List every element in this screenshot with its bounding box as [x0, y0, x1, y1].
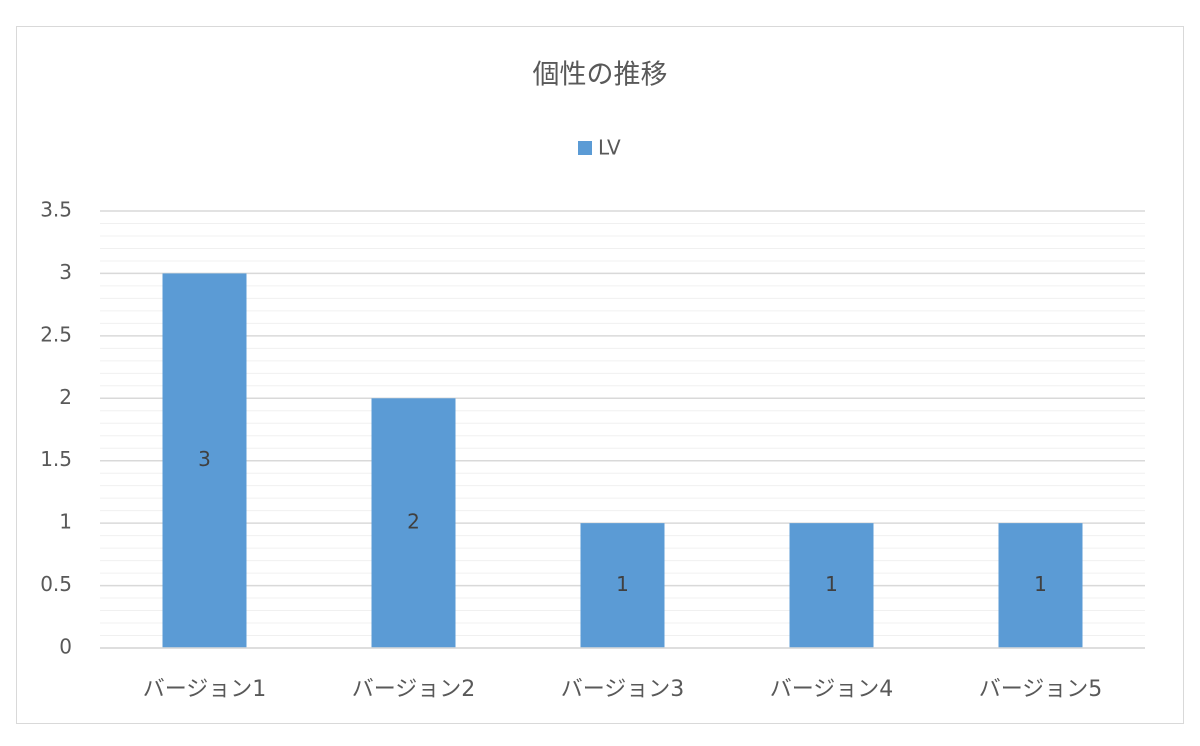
legend-swatch [578, 141, 592, 155]
bar [789, 523, 874, 648]
bar [580, 523, 665, 648]
data-label: 1 [1034, 572, 1047, 596]
y-tick-label: 1.5 [40, 447, 72, 471]
x-tick-label: バージョン4 [770, 677, 894, 702]
y-tick-label: 0 [59, 635, 72, 659]
data-label: 3 [198, 447, 211, 471]
y-tick-label: 2 [59, 385, 72, 409]
y-tick-label: 3 [59, 260, 72, 284]
data-label: 2 [407, 510, 420, 534]
y-tick-label: 0.5 [40, 572, 72, 596]
bar [162, 273, 247, 648]
x-tick-label: バージョン3 [561, 677, 685, 702]
y-tick-label: 1 [59, 510, 72, 534]
bar [371, 398, 456, 648]
x-tick-label: バージョン5 [979, 677, 1103, 702]
bar [998, 523, 1083, 648]
y-tick-label: 3.5 [40, 198, 72, 222]
data-label: 1 [616, 572, 629, 596]
legend-label: LV [598, 136, 621, 160]
x-tick-label: バージョン1 [143, 677, 267, 702]
chart-title: 個性の推移 [533, 60, 668, 91]
y-tick-label: 2.5 [40, 322, 72, 346]
data-label: 1 [825, 572, 838, 596]
x-tick-label: バージョン2 [352, 677, 476, 702]
